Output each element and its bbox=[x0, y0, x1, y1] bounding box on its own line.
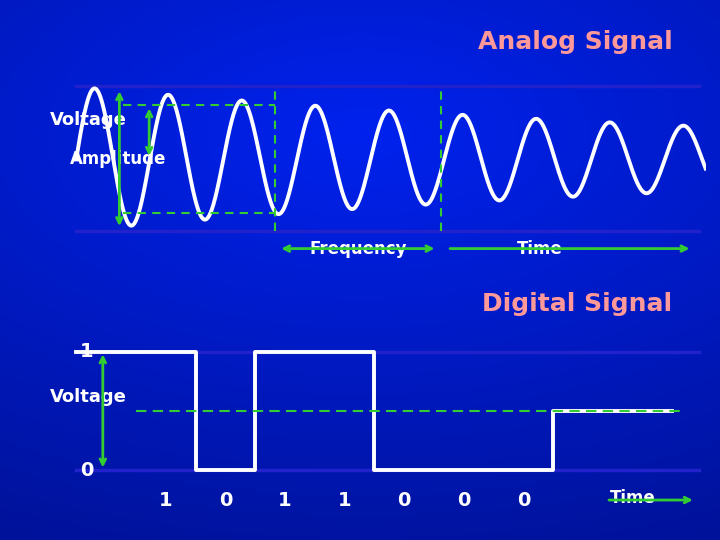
Text: Analog Signal: Analog Signal bbox=[478, 30, 672, 54]
Text: Voltage: Voltage bbox=[50, 388, 127, 406]
Text: 0: 0 bbox=[80, 461, 93, 480]
Text: Voltage: Voltage bbox=[50, 111, 127, 129]
Text: 0: 0 bbox=[219, 490, 232, 510]
Text: 1: 1 bbox=[159, 490, 173, 510]
Text: 1: 1 bbox=[278, 490, 292, 510]
Text: Time: Time bbox=[610, 489, 656, 507]
Text: Time: Time bbox=[517, 240, 563, 258]
Text: 1: 1 bbox=[338, 490, 351, 510]
Text: 0: 0 bbox=[397, 490, 411, 510]
Text: 0: 0 bbox=[517, 490, 530, 510]
Text: 1: 1 bbox=[80, 342, 94, 361]
Text: Frequency: Frequency bbox=[309, 240, 407, 258]
Text: 0: 0 bbox=[457, 490, 470, 510]
Text: Digital Signal: Digital Signal bbox=[482, 292, 672, 316]
Text: Amplitude: Amplitude bbox=[70, 150, 166, 167]
